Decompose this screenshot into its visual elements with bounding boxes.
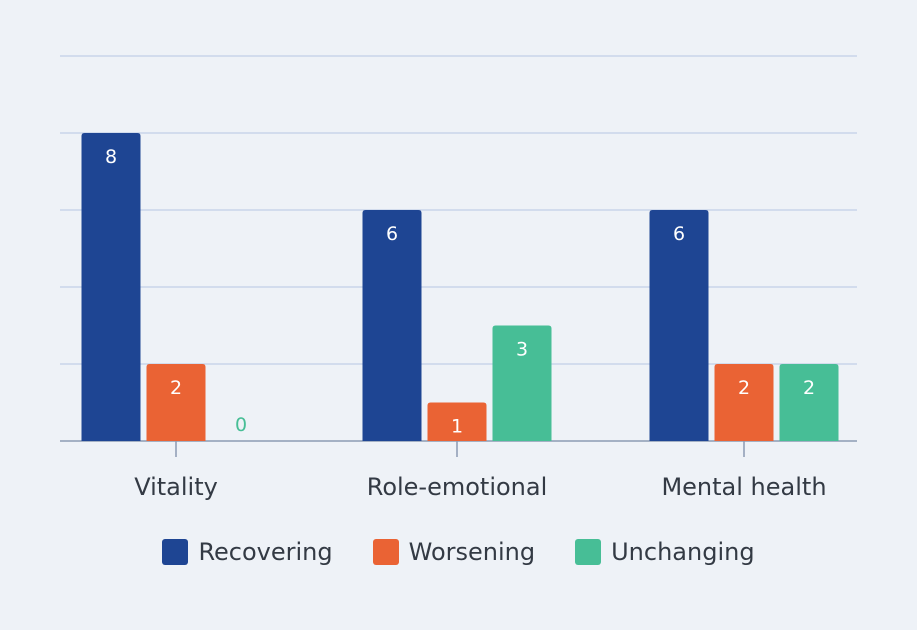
bar	[714, 364, 774, 441]
data-label: 6	[386, 223, 398, 245]
chart-legend: Recovering Worsening Unchanging	[0, 538, 917, 566]
bar	[362, 210, 422, 441]
data-label: 3	[516, 339, 528, 361]
data-label: 1	[451, 416, 463, 438]
legend-label-unchanging: Unchanging	[611, 538, 755, 566]
x-tick-label: Mental health	[661, 473, 826, 501]
data-label: 0	[235, 414, 247, 436]
bar	[146, 364, 206, 441]
legend-swatch-recovering	[162, 539, 189, 565]
bar	[649, 210, 709, 441]
data-label: 2	[803, 377, 815, 399]
legend-label-worsening: Worsening	[408, 538, 536, 566]
x-tick-label: Role-emotional	[367, 473, 548, 501]
bar	[81, 133, 141, 441]
legend-swatch-worsening	[372, 539, 399, 565]
bar	[492, 325, 552, 441]
bar	[427, 402, 487, 441]
data-label: 8	[105, 146, 117, 168]
x-tick-label: Vitality	[134, 473, 218, 501]
data-label: 2	[170, 377, 182, 399]
data-label: 6	[673, 223, 685, 245]
data-label: 2	[738, 377, 750, 399]
legend-label-recovering: Recovering	[198, 538, 333, 566]
legend-item-worsening: Worsening	[372, 538, 536, 566]
legend-item-unchanging: Unchanging	[575, 538, 755, 566]
legend-item-recovering: Recovering	[162, 538, 333, 566]
bar	[779, 364, 839, 441]
legend-swatch-unchanging	[575, 539, 602, 565]
